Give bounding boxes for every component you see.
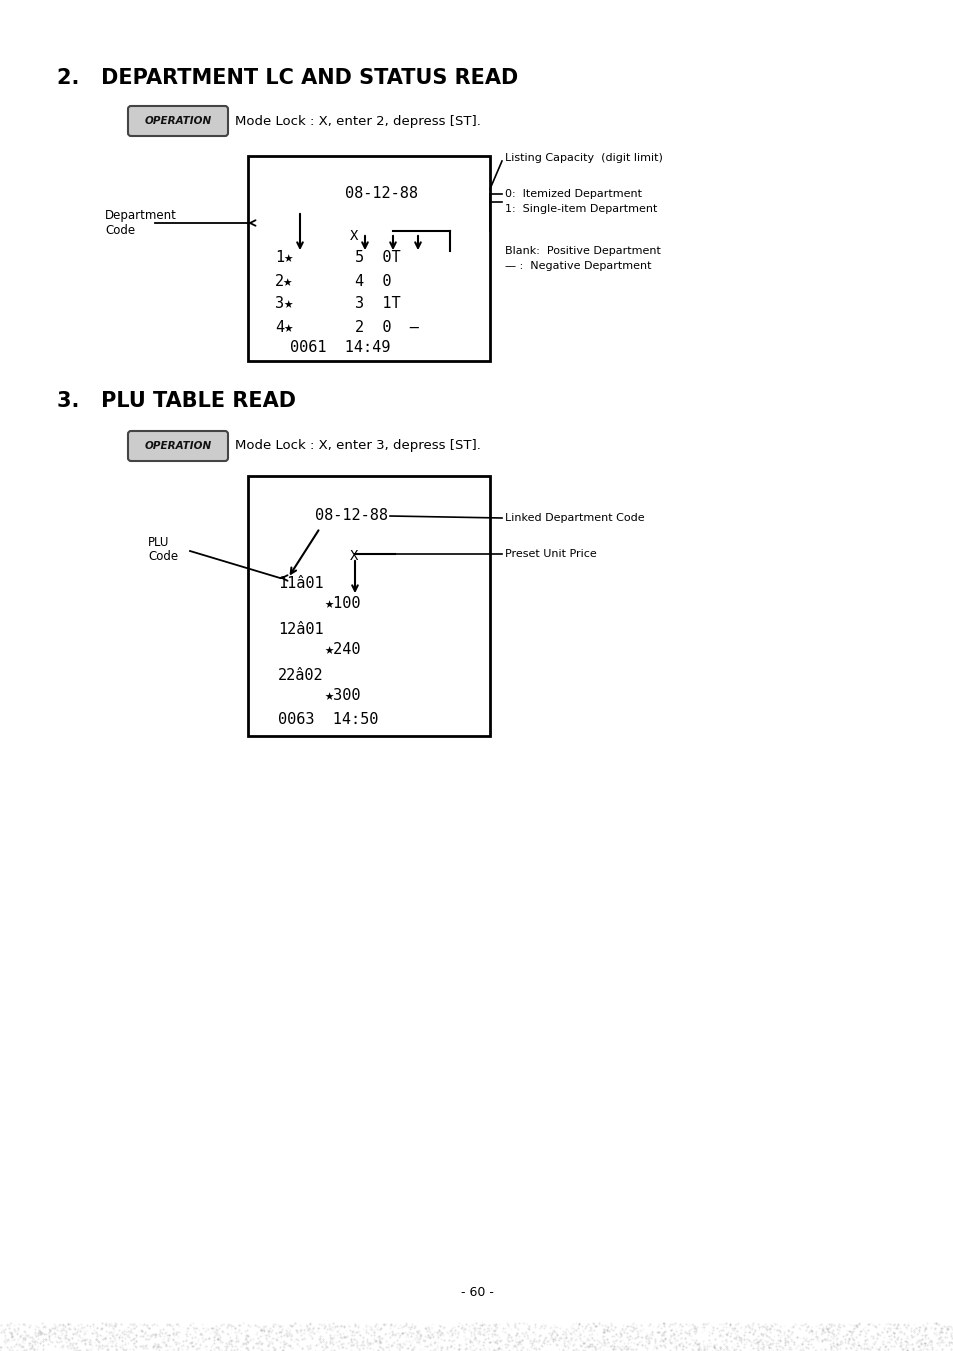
Text: 2  0  —: 2 0 — (355, 319, 418, 335)
Text: - 60 -: - 60 - (460, 1286, 493, 1300)
Text: Blank:  Positive Department: Blank: Positive Department (504, 246, 660, 255)
Text: 11â01: 11â01 (277, 576, 323, 590)
Text: 4  0: 4 0 (355, 273, 391, 289)
Text: X: X (350, 549, 358, 563)
Text: Department: Department (105, 209, 176, 223)
Text: Mode Lock : X, enter 3, depress [ST].: Mode Lock : X, enter 3, depress [ST]. (234, 439, 480, 453)
Text: X: X (350, 230, 358, 243)
Text: 22â02: 22â02 (277, 667, 323, 682)
Text: Preset Unit Price: Preset Unit Price (504, 549, 597, 559)
Text: Listing Capacity  (digit limit): Listing Capacity (digit limit) (504, 153, 662, 163)
Text: 2.   DEPARTMENT LC AND STATUS READ: 2. DEPARTMENT LC AND STATUS READ (57, 68, 517, 88)
Text: Code: Code (105, 223, 135, 236)
Text: OPERATION: OPERATION (144, 116, 212, 126)
Bar (248, 155, 490, 361)
Text: 2★: 2★ (274, 273, 293, 289)
Text: 0061  14:49: 0061 14:49 (290, 339, 390, 354)
Text: ★240: ★240 (325, 642, 361, 657)
Text: 0:  Itemized Department: 0: Itemized Department (504, 189, 641, 199)
Text: 4★: 4★ (274, 319, 293, 335)
Text: PLU: PLU (148, 536, 170, 550)
Text: 08-12-88: 08-12-88 (345, 185, 417, 200)
Text: Linked Department Code: Linked Department Code (504, 513, 644, 523)
Text: 0063  14:50: 0063 14:50 (277, 712, 378, 727)
FancyBboxPatch shape (128, 431, 228, 461)
Text: 1:  Single-item Department: 1: Single-item Department (504, 204, 657, 213)
Text: ★300: ★300 (325, 688, 361, 703)
Text: Mode Lock : X, enter 2, depress [ST].: Mode Lock : X, enter 2, depress [ST]. (234, 115, 480, 127)
FancyBboxPatch shape (128, 105, 228, 136)
Text: 3★: 3★ (274, 296, 293, 312)
Text: OPERATION: OPERATION (144, 440, 212, 451)
Text: 5  0T: 5 0T (355, 250, 400, 266)
Bar (248, 476, 490, 736)
Text: — :  Negative Department: — : Negative Department (504, 261, 651, 272)
Text: 08-12-88: 08-12-88 (314, 508, 388, 523)
Text: 12â01: 12â01 (277, 621, 323, 636)
Text: Code: Code (148, 550, 178, 563)
Text: 3.   PLU TABLE READ: 3. PLU TABLE READ (57, 390, 295, 411)
Text: 3  1T: 3 1T (355, 296, 400, 312)
Text: 1★: 1★ (274, 250, 293, 266)
Text: ★100: ★100 (325, 596, 361, 611)
